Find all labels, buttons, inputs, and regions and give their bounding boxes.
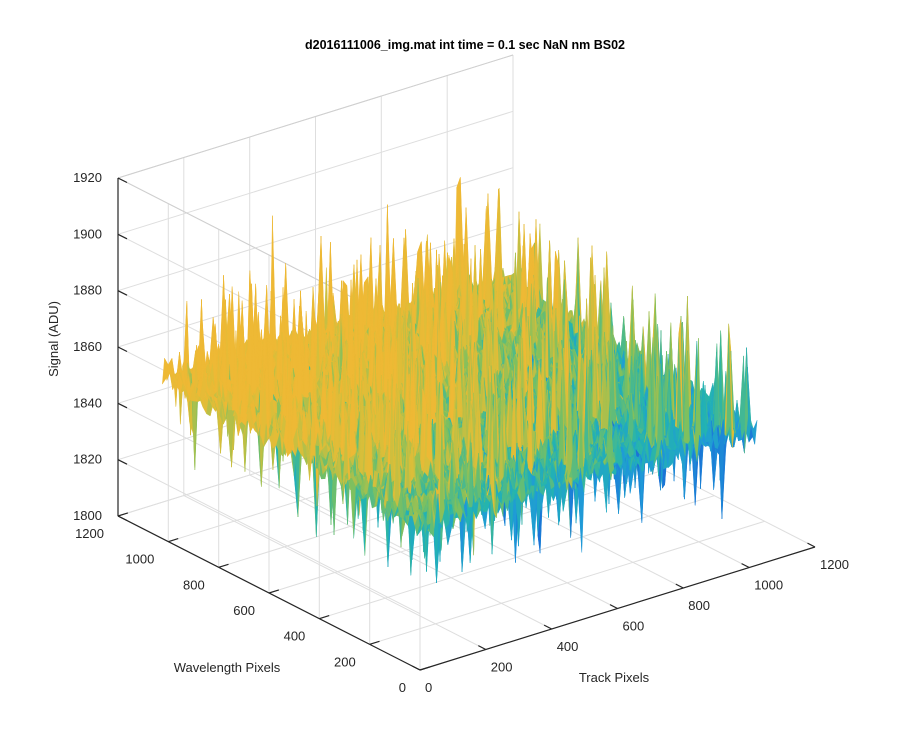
surface-mesh: [162, 177, 758, 584]
grid-line: [117, 223, 514, 348]
grid-line: [117, 167, 514, 292]
grid-line: [117, 402, 421, 558]
box-edge: [117, 54, 514, 179]
grid-line: [319, 495, 715, 620]
grid-line: [117, 459, 421, 615]
grid-line: [369, 520, 765, 645]
grid-line: [117, 110, 514, 235]
grid-line: [268, 469, 665, 594]
